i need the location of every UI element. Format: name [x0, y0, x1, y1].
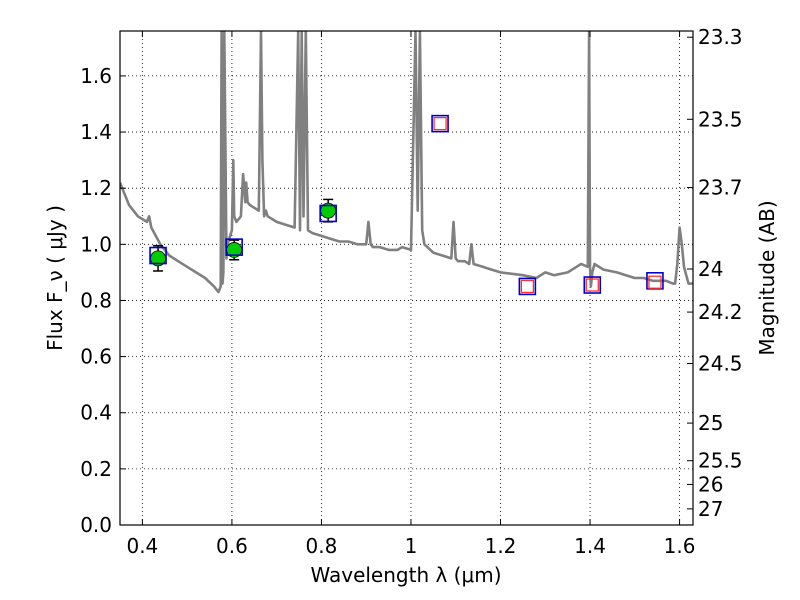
tick-layer: 0.4 0.6 0.8 1 1.2 1.4 1.6 0.0 0.2 0.4 0.6 0.8 1.0 1.2…: [80, 25, 742, 558]
x-tick-label: 1.6: [664, 534, 696, 558]
y-axis-label: Flux F_ν ( μJy ): [43, 205, 67, 351]
y2-tick-label: 26: [698, 472, 723, 496]
y2-tick-label: 23.5: [698, 107, 743, 131]
x-tick-label: 1.4: [574, 534, 606, 558]
x-tick-label: 0.8: [306, 534, 338, 558]
model-band-square: [319, 204, 337, 223]
y2-tick-label: 23.7: [698, 176, 743, 200]
model-band-square: [225, 238, 243, 256]
y-tick-label: 0.4: [80, 401, 112, 425]
y-tick-label: 0.8: [80, 288, 112, 312]
y-tick-label: 1.0: [80, 232, 112, 256]
y-tick-label: 0.0: [80, 513, 112, 537]
y2-tick-label: 27: [698, 497, 723, 521]
y-tick-label: 1.6: [80, 64, 112, 88]
x-tick-label: 1.2: [485, 534, 517, 558]
x-tick-label: 1: [405, 534, 418, 558]
y-tick-label: 1.4: [80, 120, 112, 144]
y2-tick-label: 23.3: [698, 25, 743, 49]
y-tick-label: 0.2: [80, 457, 112, 481]
y2-tick-label: 24.2: [698, 300, 743, 324]
x-tick-label: 0.6: [216, 534, 248, 558]
upper-limit-square: [433, 116, 447, 131]
model-band-square: [583, 276, 602, 294]
model-band-square: [431, 114, 449, 133]
y-tick-label: 0.6: [80, 345, 112, 369]
y2-tick-label: 25.5: [698, 449, 743, 473]
y2-tick-label: 25: [698, 411, 723, 435]
y2-axis-label: Magnitude (AB): [755, 200, 779, 355]
upper-limit-square: [648, 275, 662, 289]
x-axis-label: Wavelength λ (μm): [310, 563, 501, 587]
y2-tick-label: 24: [698, 257, 723, 281]
plot-frame: [119, 30, 694, 526]
x-tick-label: 0.4: [126, 534, 158, 558]
plot-background: [120, 31, 693, 525]
upper-limit-square: [585, 278, 599, 292]
spectrum-line: [120, 31, 693, 294]
upper-limit-square: [520, 279, 535, 294]
y-tick-label: 1.2: [80, 176, 112, 200]
model-band-square: [518, 277, 537, 296]
data-layer: [120, 31, 693, 296]
x-axis-label-word: Wavelength λ (μm): [310, 563, 501, 587]
y2-tick-label: 24.5: [698, 351, 743, 375]
model-band-square: [149, 246, 167, 265]
